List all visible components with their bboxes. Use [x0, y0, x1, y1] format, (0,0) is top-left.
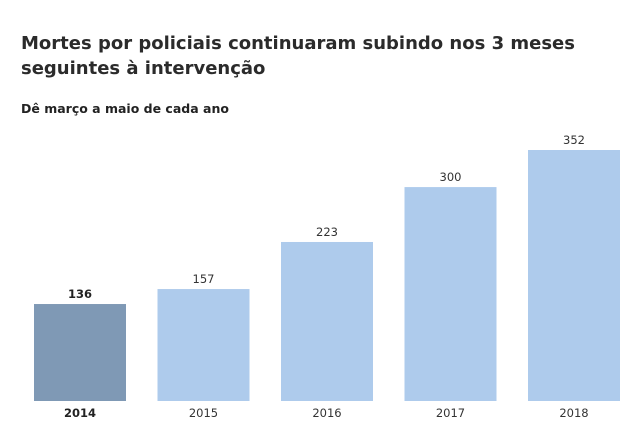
bar-2016: [281, 241, 373, 401]
chart-title: Mortes por policiais continuaram subindo…: [21, 33, 575, 79]
value-label-2018: 352: [563, 133, 585, 147]
category-label-2017: 2017: [436, 406, 465, 420]
value-label-2016: 223: [316, 225, 338, 239]
bar-2018: [528, 150, 620, 401]
category-label-2014: 2014: [64, 406, 96, 420]
category-label-2015: 2015: [189, 406, 218, 420]
value-label-2017: 300: [440, 170, 462, 184]
value-label-2014: 136: [68, 287, 92, 301]
bar-2015: [157, 289, 250, 401]
category-label-2018: 2018: [559, 406, 588, 420]
bar-2014: [34, 304, 126, 401]
bar-2017: [404, 187, 497, 401]
value-label-2015: 157: [193, 272, 215, 286]
category-label-2016: 2016: [312, 406, 341, 420]
chart-subtitle: Dê março a maio de cada ano: [21, 101, 229, 116]
